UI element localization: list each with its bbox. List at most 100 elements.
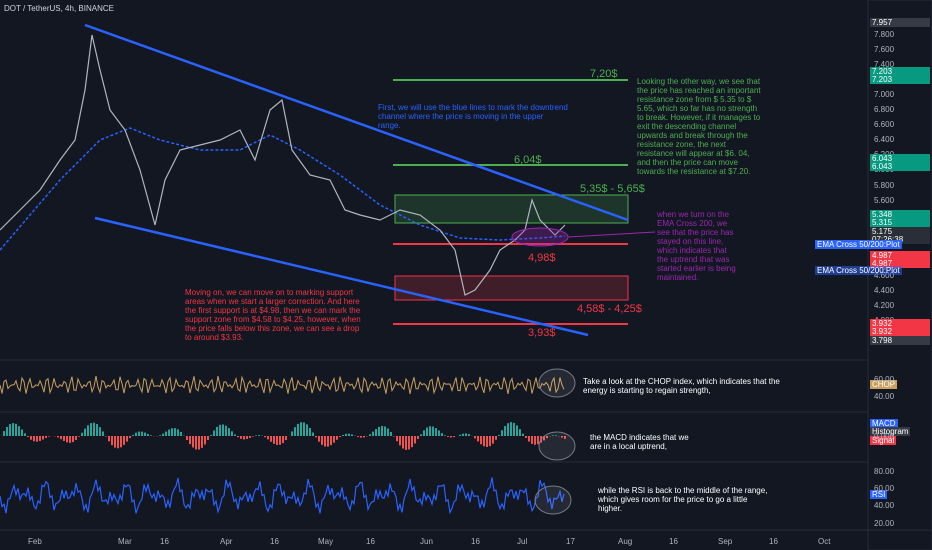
histogram-bar — [303, 422, 305, 436]
price-badge: 7.957 — [870, 18, 930, 27]
annotation: Take a look at the CHOP index, which ind… — [583, 377, 780, 395]
histogram-bar — [273, 436, 275, 444]
histogram-bar — [99, 427, 101, 436]
histogram-bar — [204, 436, 206, 445]
histogram-bar — [459, 434, 461, 436]
annotation: the MACD indicates that we are in a loca… — [590, 433, 689, 451]
pane-label: MACD — [870, 419, 898, 428]
histogram-bar — [516, 425, 518, 436]
histogram-bar — [33, 436, 35, 442]
histogram-bar — [477, 436, 479, 442]
histogram-bar — [297, 423, 299, 436]
date-label: 17 — [566, 537, 575, 546]
histogram-bar — [561, 436, 563, 438]
histogram-bar — [198, 436, 200, 450]
price-label: 4.600 — [874, 271, 895, 280]
histogram-bar — [501, 430, 503, 436]
price-label: 6.400 — [874, 135, 895, 144]
pane-axis-label: 60.00 — [874, 375, 895, 384]
histogram-bar — [39, 436, 41, 441]
histogram-bar — [345, 433, 347, 436]
histogram-bar — [462, 433, 464, 436]
price-badge: 07:26:38 — [870, 235, 930, 244]
histogram-bar — [339, 436, 341, 438]
histogram-bar — [282, 436, 284, 444]
histogram-bar — [48, 436, 50, 437]
histogram-bar — [564, 436, 566, 439]
price-badge: 5.315 — [870, 218, 930, 227]
histogram-bar — [132, 434, 134, 436]
histogram-bar — [468, 434, 470, 436]
price-badge: 6.043 — [870, 162, 930, 171]
channel-line — [94, 216, 589, 337]
symbol-title[interactable]: DOT / TetherUS, 4h, BINANCE — [4, 4, 114, 13]
histogram-bar — [192, 436, 194, 448]
price-badge: 5.348 — [870, 210, 930, 219]
price-label: 6.800 — [874, 105, 895, 114]
histogram-bar — [3, 431, 5, 436]
histogram-bar — [387, 428, 389, 436]
histogram-bar — [402, 436, 404, 449]
histogram-bar — [165, 431, 167, 436]
histogram-bar — [534, 436, 536, 445]
price-badge: 4.987 — [870, 251, 930, 260]
histogram-bar — [255, 435, 257, 436]
histogram-bar — [66, 436, 68, 443]
histogram-bar — [552, 435, 554, 436]
date-label: 16 — [669, 537, 678, 546]
pane-label: CHOP — [870, 380, 898, 389]
histogram-bar — [252, 436, 254, 437]
price-label: 5.600 — [874, 196, 895, 205]
histogram-bar — [249, 436, 251, 438]
histogram-bar — [396, 436, 398, 442]
histogram-bar — [42, 436, 44, 440]
histogram-bar — [243, 436, 245, 440]
histogram-bar — [246, 436, 248, 439]
histogram-bar — [321, 436, 323, 445]
histogram-bar — [240, 436, 242, 439]
annotation: First, we will use the blue lines to mar… — [378, 103, 568, 130]
highlight — [511, 227, 569, 247]
price-badge: 7.203 — [870, 67, 930, 76]
histogram-bar — [309, 427, 311, 436]
histogram-bar — [93, 422, 95, 436]
pane-label: Histogram — [870, 427, 911, 436]
date-label: Apr — [220, 537, 233, 546]
date-label: 16 — [471, 537, 480, 546]
histogram-bar — [147, 433, 149, 436]
histogram-bar — [195, 436, 197, 450]
resistance-zone — [394, 194, 629, 224]
histogram-bar — [438, 430, 440, 436]
histogram-bar — [258, 435, 260, 436]
histogram-bar — [171, 428, 173, 436]
histogram-bar — [15, 423, 17, 436]
histogram-bar — [60, 436, 62, 440]
histogram-bar — [510, 422, 512, 436]
histogram-bar — [336, 436, 338, 440]
histogram-bar — [372, 431, 374, 436]
histogram-bar — [234, 434, 236, 436]
date-label: 16 — [769, 537, 778, 546]
level-label: 6,04$ — [514, 154, 542, 166]
histogram-bar — [480, 436, 482, 445]
histogram-bar — [555, 435, 557, 436]
histogram-bar — [528, 436, 530, 442]
histogram-bar — [426, 427, 428, 436]
histogram-bar — [465, 433, 467, 436]
histogram-bar — [270, 436, 272, 442]
histogram-bar — [180, 431, 182, 436]
histogram-bar — [546, 436, 548, 439]
histogram-bar — [123, 436, 125, 445]
histogram-bar — [360, 436, 362, 438]
histogram-bar — [486, 436, 488, 447]
histogram-bar — [117, 436, 119, 449]
histogram-bar — [168, 429, 170, 436]
chop-line — [0, 375, 565, 395]
date-label: Jun — [420, 537, 433, 546]
ema-line — [0, 127, 566, 251]
price-label: 7.400 — [874, 60, 895, 69]
pane-label: RSI — [870, 490, 888, 499]
histogram-bar — [222, 424, 224, 436]
